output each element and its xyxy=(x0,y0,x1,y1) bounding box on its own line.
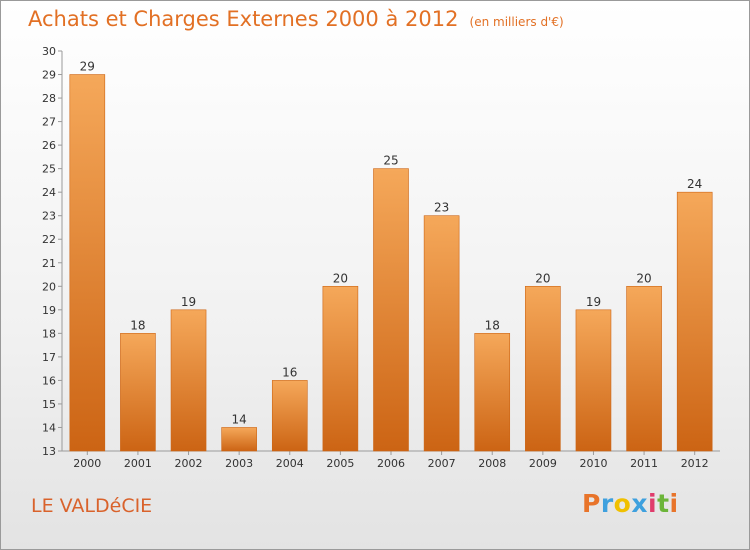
logo-letter: P xyxy=(582,489,601,518)
y-tick-label: 21 xyxy=(42,257,56,270)
y-tick-label: 15 xyxy=(42,398,56,411)
y-tick-label: 23 xyxy=(42,210,56,223)
x-tick-label: 2001 xyxy=(124,457,152,470)
y-tick-label: 30 xyxy=(42,45,56,58)
data-label: 19 xyxy=(181,295,196,309)
y-tick-label: 22 xyxy=(42,233,56,246)
y-tick-label: 24 xyxy=(42,186,56,199)
y-tick-label: 26 xyxy=(42,139,56,152)
logo-letter: i xyxy=(669,489,679,518)
data-label: 14 xyxy=(232,412,247,426)
data-label: 18 xyxy=(130,318,145,332)
bar-2009 xyxy=(525,285,561,452)
chart-unit-note: (en milliers d'€) xyxy=(469,15,564,29)
y-tick-label: 27 xyxy=(42,116,56,129)
place-name: LE VALDéCIE xyxy=(31,495,153,517)
data-label: 25 xyxy=(383,154,398,168)
data-label: 20 xyxy=(535,271,550,285)
x-tick-label: 2012 xyxy=(681,457,709,470)
y-tick-label: 17 xyxy=(42,351,56,364)
data-label: 18 xyxy=(485,318,500,332)
data-label: 20 xyxy=(636,271,651,285)
data-label: 19 xyxy=(586,295,601,309)
logo-letter: t xyxy=(657,489,670,518)
x-tick-label: 2007 xyxy=(428,457,456,470)
chart-bars: 29 18 19 14 16 20 25 23 18 20 19 20 24 xyxy=(69,60,713,452)
x-tick-label: 2010 xyxy=(579,457,607,470)
data-label: 24 xyxy=(687,177,702,191)
y-tick-label: 19 xyxy=(42,304,56,317)
bar-2006 xyxy=(373,168,409,452)
bar-2003 xyxy=(221,427,257,452)
y-tick-label: 25 xyxy=(42,163,56,176)
data-label: 16 xyxy=(282,365,297,379)
bar-2008 xyxy=(474,333,511,452)
bar-2011 xyxy=(626,285,662,452)
bar-2007 xyxy=(423,215,460,452)
x-tick-label: 2004 xyxy=(276,457,304,470)
bar-2002 xyxy=(170,309,207,452)
bar-2005 xyxy=(322,285,359,452)
x-tick-label: 2011 xyxy=(630,457,658,470)
y-tick-label: 28 xyxy=(42,92,56,105)
y-tick-label: 29 xyxy=(42,69,56,82)
logo-letter: i xyxy=(648,489,658,518)
bar-2012 xyxy=(676,191,713,452)
y-tick-label: 14 xyxy=(42,421,56,434)
y-tick-label: 20 xyxy=(42,280,56,293)
chart-axes: 13 14 15 16 17 18 19 20 21 22 23 24 25 26 27 28 29 30 2000… xyxy=(42,45,720,470)
bar-2000 xyxy=(69,74,106,452)
y-tick-label: 18 xyxy=(42,327,56,340)
x-tick-label: 2002 xyxy=(175,457,203,470)
x-tick-label: 2008 xyxy=(478,457,506,470)
bar-2004 xyxy=(271,380,308,452)
x-tick-label: 2006 xyxy=(377,457,405,470)
x-tick-label: 2003 xyxy=(225,457,253,470)
bar-2010 xyxy=(575,309,612,452)
chart-title-text: Achats et Charges Externes 2000 à 2012 xyxy=(28,7,459,31)
chart-title: Achats et Charges Externes 2000 à 2012 (… xyxy=(28,7,564,31)
y-tick-label: 16 xyxy=(42,374,56,387)
x-tick-label: 2009 xyxy=(529,457,557,470)
logo-letter: o xyxy=(613,489,632,518)
y-tick-label: 13 xyxy=(42,445,56,458)
proxiti-logo: Proxiti xyxy=(582,489,679,518)
data-label: 29 xyxy=(80,60,95,74)
data-label: 20 xyxy=(333,271,348,285)
x-tick-label: 2000 xyxy=(73,457,101,470)
data-label: 23 xyxy=(434,201,449,215)
logo-letter: x xyxy=(631,489,648,518)
x-tick-label: 2005 xyxy=(326,457,354,470)
bar-2001 xyxy=(120,333,156,452)
logo-letter: r xyxy=(600,489,614,518)
